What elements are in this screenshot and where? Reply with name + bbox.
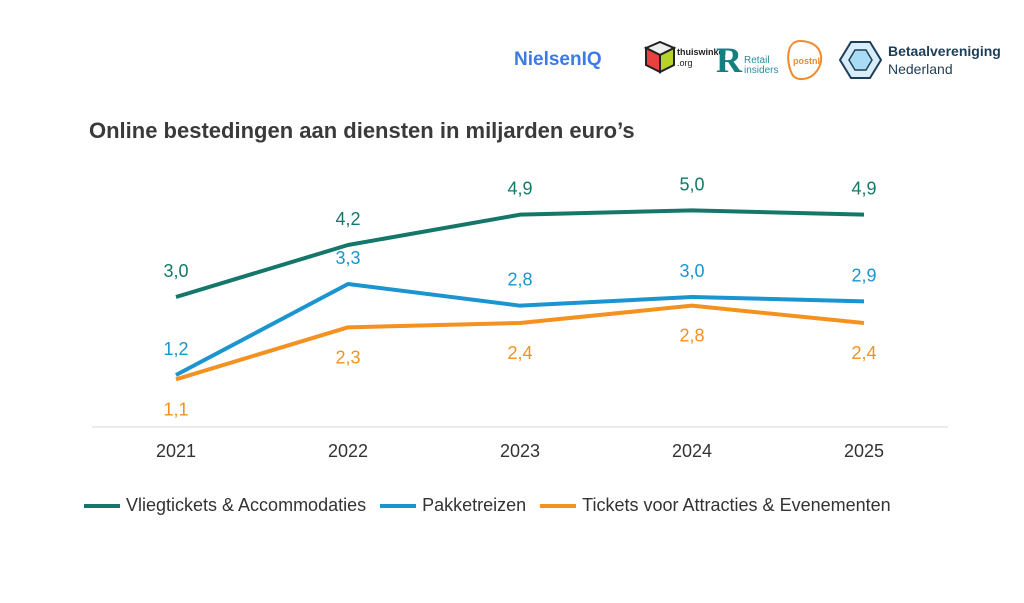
- data-label: 2,4: [507, 343, 532, 363]
- legend-swatch: [380, 503, 417, 508]
- legend: Vliegtickets & Accommodaties Pakketreizen…: [84, 495, 891, 516]
- legend-label: Vliegtickets & Accommodaties: [126, 495, 367, 515]
- svg-text:.org: .org: [677, 58, 693, 68]
- data-label: 2,9: [851, 265, 876, 285]
- svg-text:thuiswinkel: thuiswinkel: [677, 47, 726, 57]
- svg-text:Betaalvereniging: Betaalvereniging: [888, 43, 1001, 59]
- svg-text:postnl: postnl: [793, 56, 820, 66]
- data-label: 3,0: [163, 261, 188, 281]
- betaalvereniging-logo: Betaalvereniging Nederland: [838, 41, 1001, 79]
- series-line: [175, 208, 865, 299]
- data-label: 3,0: [679, 261, 704, 281]
- x-tick-label: 2025: [844, 441, 884, 461]
- x-tick-label: 2024: [672, 441, 712, 461]
- data-label: 2,3: [335, 347, 360, 367]
- x-tick-label: 2021: [156, 441, 196, 461]
- series-line: [175, 282, 865, 377]
- data-label: 1,2: [163, 339, 188, 359]
- legend-label: Pakketreizen: [422, 495, 527, 515]
- legend-item: Pakketreizen: [380, 495, 526, 516]
- chart-title: Online bestedingen aan diensten in milja…: [89, 118, 635, 143]
- svg-text:NielsenIQ: NielsenIQ: [514, 49, 602, 70]
- data-label: 5,0: [679, 174, 704, 194]
- svg-text:R: R: [716, 40, 743, 80]
- data-label: 1,1: [163, 399, 188, 419]
- svg-text:Nederland: Nederland: [888, 61, 953, 77]
- retail-insiders-logo: R Retail insiders: [716, 40, 778, 80]
- legend-item: Tickets voor Attracties & Evenementen: [540, 495, 891, 516]
- data-label: 2,8: [507, 270, 532, 290]
- data-label: 4,9: [507, 179, 532, 199]
- svg-text:Retail: Retail: [744, 55, 770, 66]
- thuiswinkel-logo: thuiswinkel .org: [643, 40, 726, 74]
- x-tick-label: 2022: [328, 441, 368, 461]
- data-label: 3,3: [335, 248, 360, 268]
- data-label: 2,4: [851, 343, 876, 363]
- series-line: [175, 303, 865, 382]
- legend-label: Tickets voor Attracties & Evenementen: [582, 495, 891, 515]
- svg-text:insiders: insiders: [744, 65, 778, 76]
- x-tick-label: 2023: [500, 441, 540, 461]
- data-label: 4,2: [335, 209, 360, 229]
- postnl-logo: postnl: [787, 39, 823, 80]
- data-label: 2,8: [679, 326, 704, 346]
- legend-item: Vliegtickets & Accommodaties: [84, 495, 366, 516]
- legend-swatch: [84, 503, 120, 508]
- data-label: 4,9: [851, 179, 876, 199]
- partner-logos: NielsenIQ thuiswinkel .org R Retail insi…: [510, 38, 1020, 83]
- legend-swatch: [540, 503, 577, 508]
